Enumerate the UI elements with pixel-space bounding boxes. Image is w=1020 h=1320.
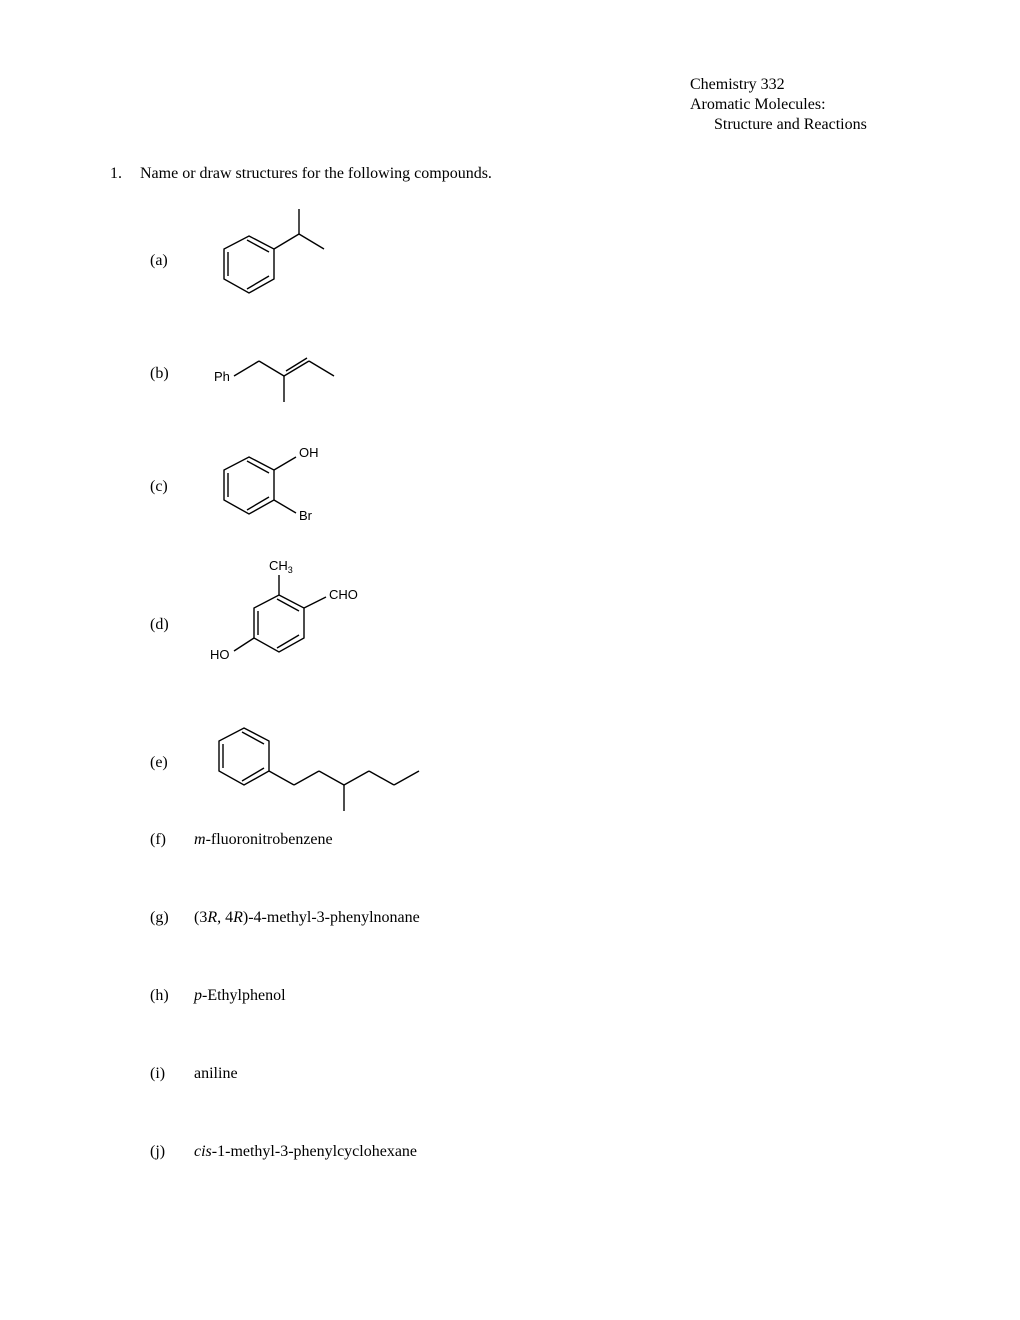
item-label: (e) <box>150 754 194 772</box>
item-a: (a) <box>150 201 920 321</box>
item-e: (e) <box>150 703 920 823</box>
ho-label: HO <box>210 647 230 662</box>
structure-d: CH3 CHO HO <box>194 555 920 695</box>
br-label: Br <box>299 508 313 523</box>
question-prompt: 1. Name or draw structures for the follo… <box>110 165 920 183</box>
header-line3: Structure and Reactions <box>690 115 920 135</box>
oh-label: OH <box>299 445 319 460</box>
question-text: Name or draw structures for the followin… <box>140 165 492 182</box>
text-i: aniline <box>194 1065 920 1083</box>
item-h: (h) p-Ethylphenol <box>150 987 920 1057</box>
item-d: (d) CH3 CHO <box>150 555 920 695</box>
item-label: (d) <box>150 616 194 634</box>
structure-a <box>194 201 920 321</box>
item-label: (c) <box>150 478 194 496</box>
ph-label: Ph <box>214 369 230 384</box>
structure-c: OH Br <box>194 427 920 547</box>
item-c: (c) OH Br <box>150 427 920 547</box>
item-label: (f) <box>150 831 194 849</box>
item-label: (h) <box>150 987 194 1005</box>
item-label: (j) <box>150 1143 194 1161</box>
item-i: (i) aniline <box>150 1065 920 1135</box>
text-j: cis-1-methyl-3-phenylcyclohexane <box>194 1143 920 1161</box>
item-label: (i) <box>150 1065 194 1083</box>
item-label: (b) <box>150 365 194 383</box>
text-f: m-fluoronitrobenzene <box>194 831 920 849</box>
item-b: (b) Ph <box>150 329 920 419</box>
header-line1: Chemistry 332 <box>690 75 920 95</box>
structure-e <box>194 703 920 823</box>
question-number: 1. <box>110 165 136 183</box>
item-g: (g) (3R, 4R)-4-methyl-3-phenylnonane <box>150 909 920 979</box>
ch3-label: CH3 <box>269 558 293 575</box>
item-label: (g) <box>150 909 194 927</box>
structure-b: Ph <box>194 334 920 414</box>
page-header: Chemistry 332 Aromatic Molecules: Struct… <box>690 75 920 135</box>
item-f: (f) m-fluoronitrobenzene <box>150 831 920 901</box>
cho-label: CHO <box>329 587 358 602</box>
header-line2: Aromatic Molecules: <box>690 95 920 115</box>
text-g: (3R, 4R)-4-methyl-3-phenylnonane <box>194 909 920 927</box>
item-j: (j) cis-1-methyl-3-phenylcyclohexane <box>150 1143 920 1213</box>
item-label: (a) <box>150 252 194 270</box>
text-h: p-Ethylphenol <box>194 987 920 1005</box>
